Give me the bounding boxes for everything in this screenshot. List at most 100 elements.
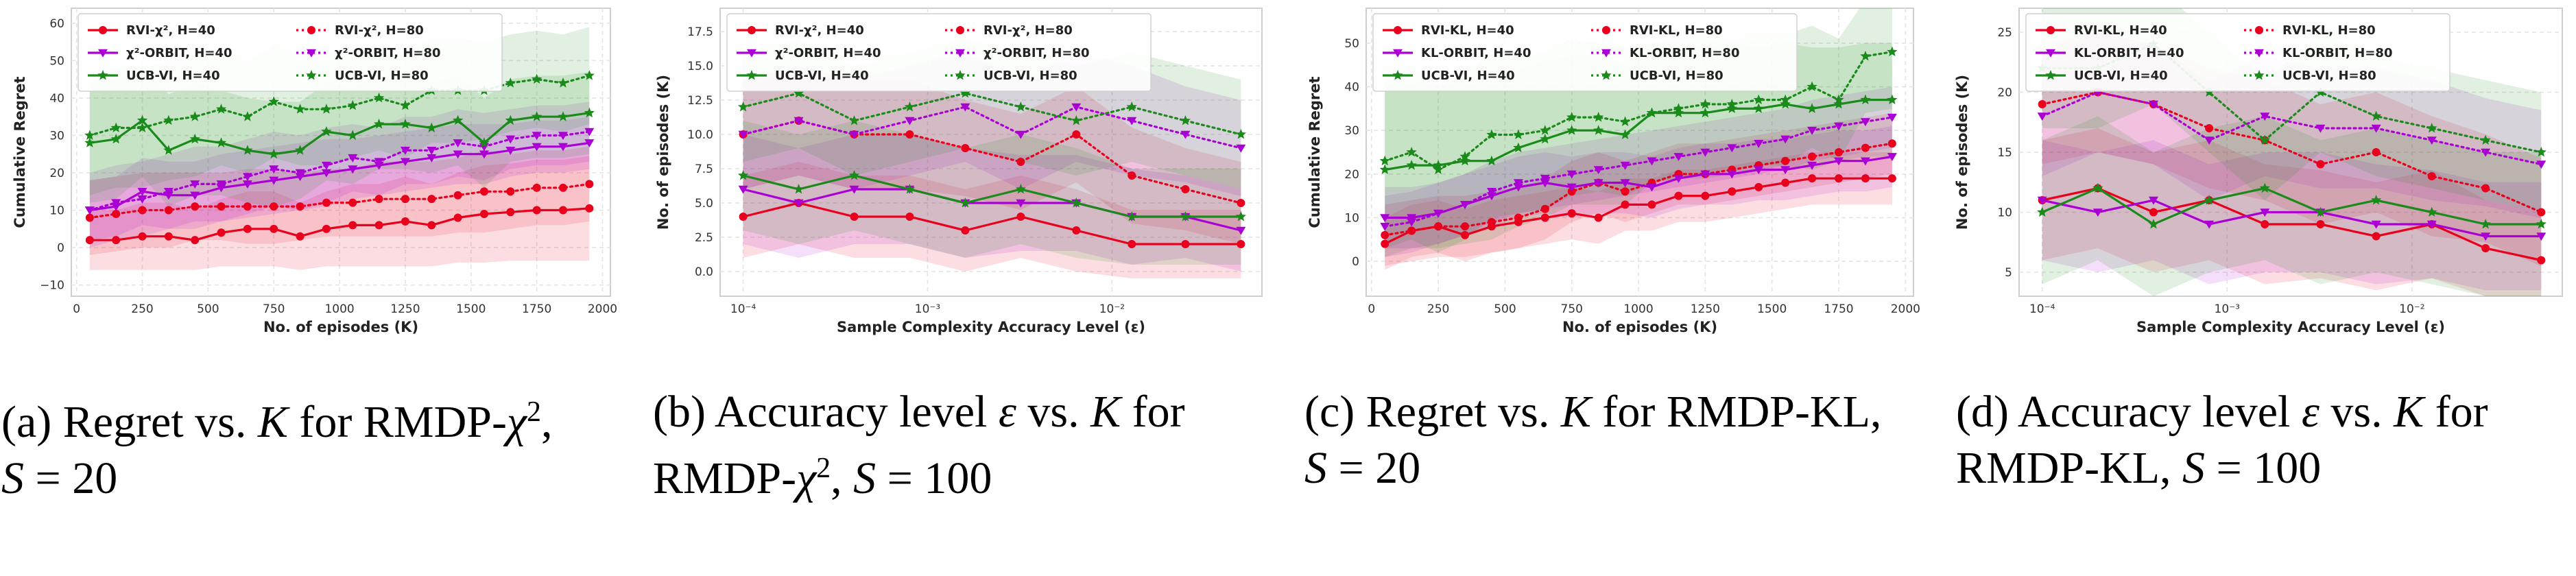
data-point bbox=[1728, 187, 1737, 196]
data-point bbox=[2481, 244, 2490, 252]
series-line bbox=[741, 92, 1243, 136]
data-point bbox=[321, 125, 332, 136]
y-tick-label: 50 bbox=[1344, 37, 1359, 51]
data-point bbox=[1834, 122, 1844, 131]
data-point bbox=[532, 183, 541, 192]
x-tick-label: 1750 bbox=[1824, 302, 1853, 316]
legend-entry-label: UCB-VI, H=80 bbox=[1630, 69, 1724, 83]
legend-swatch-marker bbox=[748, 26, 756, 34]
data-point bbox=[242, 111, 253, 121]
y-axis-label: Cumulative Regret bbox=[12, 76, 28, 228]
legend-entry-label: RVI-χ², H=80 bbox=[335, 23, 424, 38]
data-point bbox=[1015, 101, 1026, 112]
data-point bbox=[2480, 134, 2491, 145]
legend-swatch-marker bbox=[746, 69, 757, 80]
x-tick-label: 10⁻² bbox=[2399, 302, 2424, 316]
legend-entry-label: χ²-ORBIT, H=40 bbox=[126, 46, 232, 60]
legend-swatch-marker bbox=[307, 26, 315, 34]
data-point bbox=[1236, 144, 1246, 153]
data-point bbox=[1540, 204, 1549, 213]
data-point bbox=[558, 111, 569, 121]
data-point bbox=[215, 104, 227, 114]
data-point bbox=[401, 195, 409, 204]
data-point bbox=[2537, 256, 2546, 265]
data-point bbox=[1487, 217, 1496, 226]
data-point bbox=[2481, 148, 2491, 157]
legend-entry-label: KL-ORBIT, H=40 bbox=[1421, 46, 1531, 60]
data-point bbox=[1860, 50, 1871, 61]
data-point bbox=[137, 188, 147, 196]
data-point bbox=[1727, 144, 1737, 153]
data-point bbox=[1593, 166, 1603, 175]
data-point bbox=[793, 183, 804, 194]
y-tick-label: 30 bbox=[1344, 124, 1359, 138]
data-point bbox=[1700, 148, 1710, 157]
legend-swatch-marker bbox=[1602, 26, 1610, 34]
data-point bbox=[2316, 220, 2325, 228]
data-point bbox=[242, 145, 253, 155]
legend-entry-label: RVI-KL, H=80 bbox=[2282, 23, 2376, 38]
data-point bbox=[1887, 174, 1896, 183]
data-point bbox=[2427, 172, 2436, 180]
y-tick-label: 0 bbox=[57, 241, 64, 255]
x-tick-label: 750 bbox=[263, 302, 285, 316]
data-point bbox=[2037, 112, 2047, 121]
data-point bbox=[905, 130, 914, 139]
data-point bbox=[348, 198, 357, 207]
series-band bbox=[89, 156, 590, 270]
data-point bbox=[1833, 98, 1844, 109]
caption-line: (c) Regret vs. K for RMDP-KL, bbox=[1304, 387, 1882, 437]
legend-entry-label: UCB-VI, H=40 bbox=[126, 69, 220, 83]
data-point bbox=[1887, 139, 1896, 148]
data-point bbox=[2148, 196, 2158, 205]
data-point bbox=[1593, 179, 1603, 188]
data-point bbox=[373, 119, 385, 129]
y-tick-label: 20 bbox=[49, 167, 64, 180]
data-point bbox=[1726, 98, 1737, 109]
series-band bbox=[743, 162, 1241, 278]
data-point bbox=[1834, 157, 1844, 166]
data-point bbox=[1593, 125, 1604, 135]
data-point bbox=[322, 198, 331, 207]
data-point bbox=[348, 221, 357, 230]
data-point bbox=[1781, 178, 1790, 187]
x-tick-label: 1000 bbox=[1623, 302, 1653, 316]
data-point bbox=[269, 176, 279, 185]
data-point bbox=[2204, 136, 2215, 145]
y-tick-label: 20 bbox=[1344, 168, 1359, 182]
legend-entry-label: UCB-VI, H=40 bbox=[1421, 69, 1515, 83]
x-tick-label: 1250 bbox=[1691, 302, 1720, 316]
x-tick-label: 250 bbox=[1427, 302, 1449, 316]
data-point bbox=[1380, 222, 1390, 231]
series-line bbox=[88, 207, 591, 241]
caption-d: (d) Accuracy level ε vs. K for RMDP-KL, S… bbox=[1956, 384, 2576, 569]
legend-swatch-marker bbox=[1393, 49, 1403, 58]
data-point bbox=[1860, 94, 1871, 105]
x-tick-label: 10⁻⁴ bbox=[730, 302, 756, 316]
data-point bbox=[2481, 184, 2490, 193]
data-point bbox=[2536, 146, 2547, 157]
legend-frame bbox=[77, 13, 503, 92]
data-point bbox=[1016, 213, 1025, 221]
data-point bbox=[1753, 103, 1764, 113]
data-point bbox=[960, 103, 970, 112]
data-point bbox=[1780, 135, 1791, 144]
x-tick-label: 1000 bbox=[324, 302, 354, 316]
data-point bbox=[558, 206, 567, 215]
data-point bbox=[558, 143, 568, 152]
data-point bbox=[1594, 213, 1603, 222]
data-point bbox=[268, 148, 279, 159]
data-point bbox=[1407, 218, 1417, 227]
x-tick-label: 500 bbox=[1494, 302, 1516, 316]
data-point bbox=[1727, 170, 1737, 179]
caption-b: (b) Accuracy level ε vs. K for RMDP-χ2, S… bbox=[653, 384, 1298, 569]
data-point bbox=[1235, 211, 1247, 221]
series-line bbox=[88, 141, 591, 212]
data-point bbox=[2426, 136, 2437, 145]
x-tick-label: 750 bbox=[1561, 302, 1583, 316]
data-point bbox=[112, 210, 121, 218]
data-point bbox=[506, 187, 515, 196]
data-point bbox=[1513, 129, 1524, 140]
y-tick-label: 15 bbox=[1997, 146, 2012, 160]
